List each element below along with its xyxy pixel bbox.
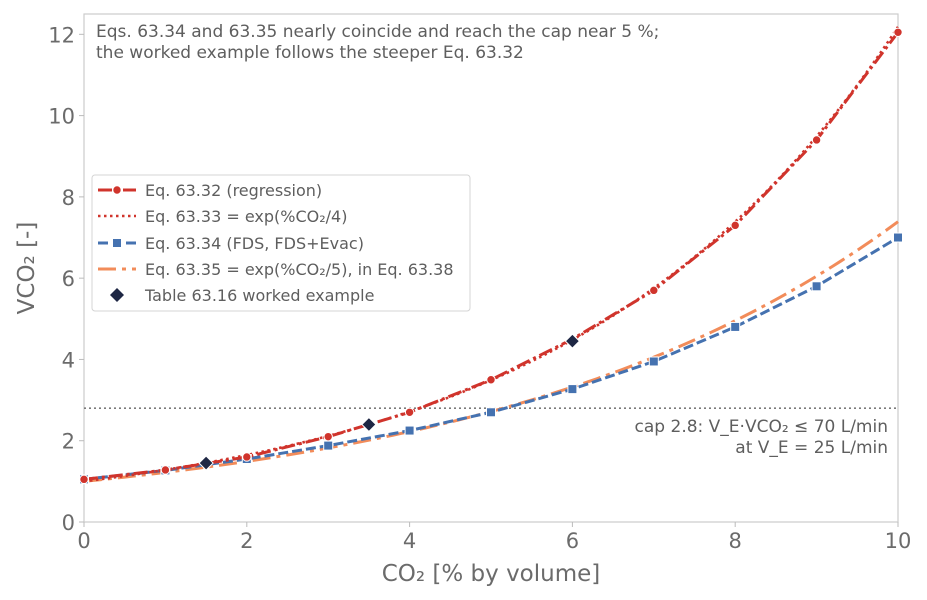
eq-63-34-point — [811, 281, 822, 292]
x-tick-label: 4 — [403, 529, 416, 553]
x-tick-label: 8 — [729, 529, 742, 553]
eq-63-32-point — [649, 285, 659, 296]
legend-swatch-marker — [112, 185, 122, 195]
y-tick-label: 12 — [48, 23, 75, 47]
x-tick-label: 10 — [885, 529, 912, 553]
y-tick-label: 10 — [48, 105, 75, 129]
legend-label-worked-example: Table 63.16 worked example — [144, 286, 374, 305]
legend-label-eq-63-35: Eq. 63.35 = exp(%CO₂/5), in Eq. 63.38 — [145, 260, 454, 279]
legend-label-eq-63-33: Eq. 63.33 = exp(%CO₂/4) — [145, 207, 347, 226]
legend: Eq. 63.32 (regression) Eq. 63.33 = exp(%… — [91, 174, 471, 312]
eq-63-34-point — [486, 407, 496, 418]
x-axis-label: CO₂ [% by volume] — [382, 561, 601, 587]
x-tick-label: 2 — [240, 529, 253, 553]
worked-example-point — [564, 333, 581, 349]
eq-63-32-point — [811, 135, 822, 145]
annotation-line-1: Eqs. 63.34 and 63.35 nearly coincide and… — [96, 22, 659, 42]
legend-label-eq-63-32: Eq. 63.32 (regression) — [145, 181, 322, 200]
y-tick-label: 6 — [62, 267, 75, 291]
y-tick-label: 8 — [62, 186, 75, 210]
eq-63-32-point — [160, 465, 171, 475]
cap-label-line-1: cap 2.8: V_E·VCO₂ ≤ 70 L/min — [635, 417, 888, 437]
eq-63-32-point — [893, 27, 903, 37]
eq-63-32-point — [404, 407, 415, 417]
y-axis-label: VCO₂ [-] — [14, 222, 40, 315]
y-tick-label: 2 — [62, 430, 75, 454]
x-tick-label: 0 — [77, 529, 90, 553]
eq-63-32-point — [79, 474, 89, 485]
x-tick-label: 6 — [566, 529, 579, 553]
eq-63-34-point — [648, 356, 659, 367]
eq-63-32-point — [242, 452, 252, 462]
worked-example-point — [198, 455, 214, 471]
eq-63-34-point — [404, 425, 415, 436]
eq-63-32-point — [486, 375, 496, 385]
legend-box — [91, 174, 471, 312]
eq-63-32-point — [730, 220, 740, 231]
worked-example-point — [361, 416, 377, 433]
eq-63-34-point — [893, 232, 903, 243]
y-tick-label: 4 — [62, 348, 75, 372]
eq-63-34-point — [730, 321, 741, 332]
plot-frame — [83, 13, 899, 523]
cap-label-line-2: at V_E = 25 L/min — [735, 438, 888, 458]
y-tick-label: 0 — [62, 511, 75, 535]
eq-63-32-point — [323, 431, 333, 442]
eq-63-34-point — [567, 384, 578, 395]
legend-label-eq-63-34: Eq. 63.34 (FDS, FDS+Evac) — [145, 234, 364, 253]
legend-swatch-diamond — [110, 288, 124, 302]
annotation-line-2: the worked example follows the steeper E… — [96, 43, 524, 63]
eq-63-34-point — [323, 440, 334, 451]
legend-swatch-marker — [112, 238, 122, 248]
